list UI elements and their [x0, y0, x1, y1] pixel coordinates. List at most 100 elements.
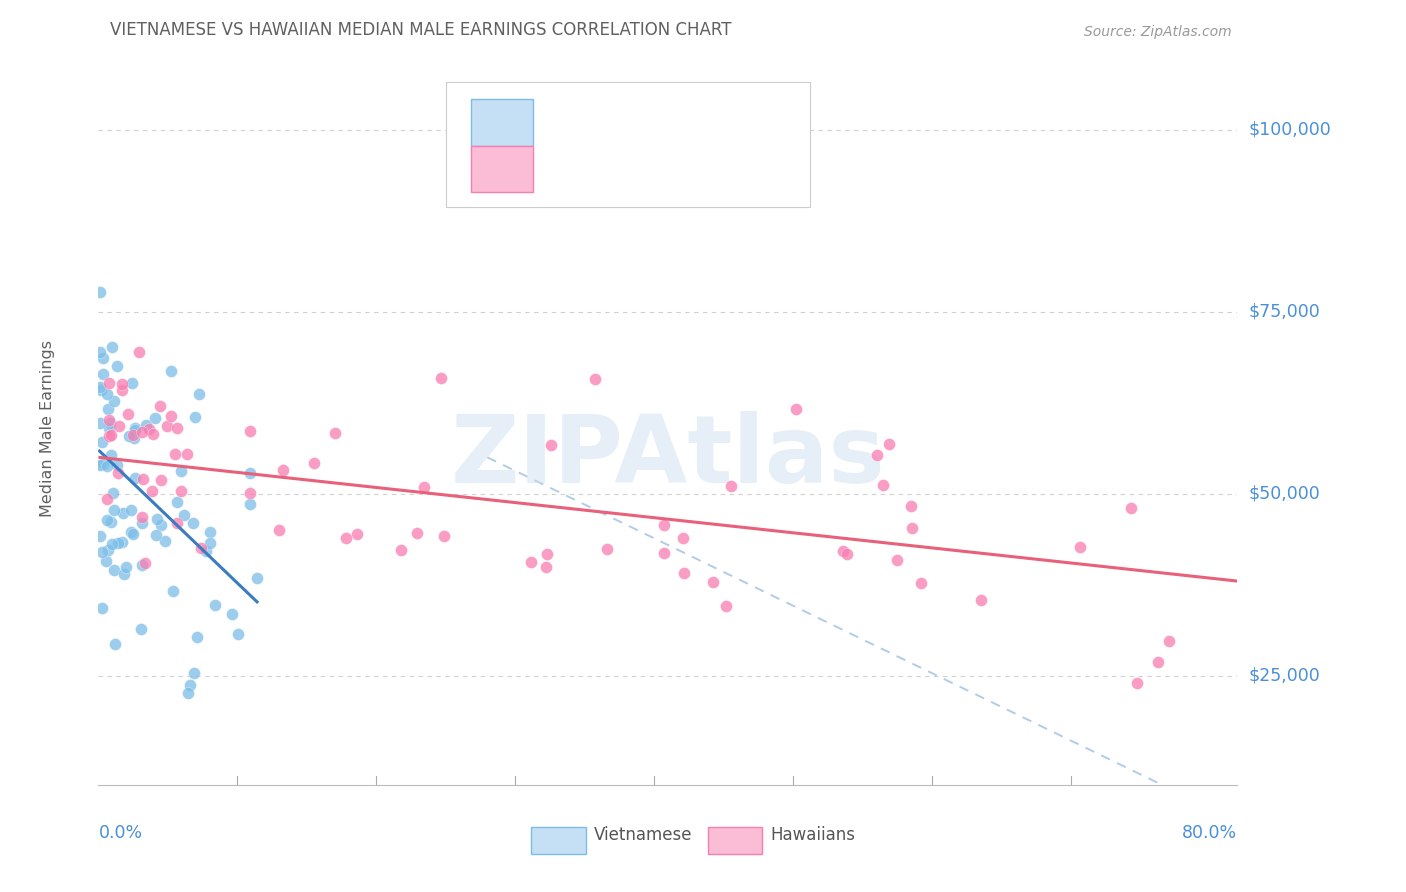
Point	[406, 526, 429, 541]
Point	[785, 402, 807, 417]
Point	[128, 344, 150, 359]
Point	[239, 425, 262, 439]
Point	[1126, 676, 1149, 690]
Point	[107, 466, 129, 480]
Point	[173, 508, 195, 523]
Point	[89, 285, 111, 300]
Point	[98, 412, 121, 426]
Point	[239, 486, 262, 500]
FancyBboxPatch shape	[531, 827, 586, 855]
Point	[886, 552, 908, 566]
Point	[97, 542, 120, 557]
Point	[115, 560, 138, 574]
Point	[835, 547, 858, 561]
Text: 80.0%: 80.0%	[1182, 824, 1237, 842]
Point	[111, 377, 134, 392]
Point	[122, 431, 145, 445]
Point	[1147, 656, 1170, 670]
Point	[153, 533, 176, 548]
Point	[536, 547, 558, 561]
Point	[96, 459, 118, 474]
Point	[866, 448, 889, 462]
Point	[181, 516, 204, 530]
Point	[163, 447, 186, 461]
Point	[103, 394, 125, 409]
Point	[246, 571, 269, 585]
Point	[131, 510, 153, 524]
Point	[714, 599, 737, 614]
Point	[105, 359, 128, 374]
Point	[149, 399, 172, 413]
Point	[226, 626, 249, 640]
Point	[166, 421, 188, 435]
FancyBboxPatch shape	[471, 145, 533, 192]
Point	[94, 554, 117, 568]
Point	[1069, 541, 1091, 555]
Point	[177, 686, 200, 700]
Point	[872, 477, 894, 491]
Text: $100,000: $100,000	[1249, 120, 1331, 138]
Point	[124, 421, 146, 435]
Point	[107, 458, 129, 473]
Point	[96, 492, 118, 507]
Point	[204, 599, 226, 613]
Point	[169, 484, 191, 499]
Point	[111, 383, 134, 397]
Point	[166, 494, 188, 508]
Point	[187, 387, 209, 401]
Text: ZIPAtlas: ZIPAtlas	[450, 410, 886, 503]
Point	[100, 427, 122, 442]
Point	[910, 575, 932, 590]
Point	[91, 351, 114, 366]
Point	[121, 376, 143, 391]
FancyBboxPatch shape	[446, 82, 810, 207]
Point	[269, 523, 291, 537]
Point	[142, 426, 165, 441]
Point	[131, 516, 153, 531]
Point	[101, 537, 124, 551]
Point	[156, 419, 179, 434]
Point	[135, 418, 157, 433]
Point	[118, 429, 141, 443]
Point	[194, 544, 217, 558]
Point	[129, 622, 152, 636]
Point	[1157, 634, 1180, 648]
Point	[134, 557, 156, 571]
Point	[91, 545, 114, 559]
Point	[596, 542, 619, 557]
Point	[101, 340, 124, 354]
Point	[112, 567, 135, 582]
Point	[141, 483, 163, 498]
Text: 0.0%: 0.0%	[98, 824, 142, 842]
Point	[430, 371, 453, 385]
Point	[162, 584, 184, 599]
Point	[124, 423, 146, 437]
Point	[832, 544, 855, 558]
Text: R = -0.289    N = 76: R = -0.289 N = 76	[551, 113, 718, 131]
Point	[702, 575, 724, 590]
Point	[104, 637, 127, 651]
Point	[111, 506, 134, 520]
Point	[96, 387, 118, 401]
Point	[183, 665, 205, 680]
Point	[97, 421, 120, 435]
Point	[100, 448, 122, 462]
Point	[672, 531, 695, 545]
Point	[323, 425, 346, 440]
Point	[103, 503, 125, 517]
Point	[673, 566, 696, 581]
Point	[90, 384, 112, 398]
Text: $25,000: $25,000	[1249, 666, 1320, 685]
Point	[159, 364, 181, 378]
Point	[91, 367, 114, 381]
Point	[146, 512, 169, 526]
Point	[900, 521, 922, 535]
Point	[166, 516, 188, 530]
Point	[150, 517, 173, 532]
Point	[335, 532, 357, 546]
FancyBboxPatch shape	[707, 827, 762, 855]
Point	[98, 428, 121, 442]
Point	[122, 427, 145, 442]
Point	[120, 525, 142, 540]
Point	[107, 536, 129, 550]
